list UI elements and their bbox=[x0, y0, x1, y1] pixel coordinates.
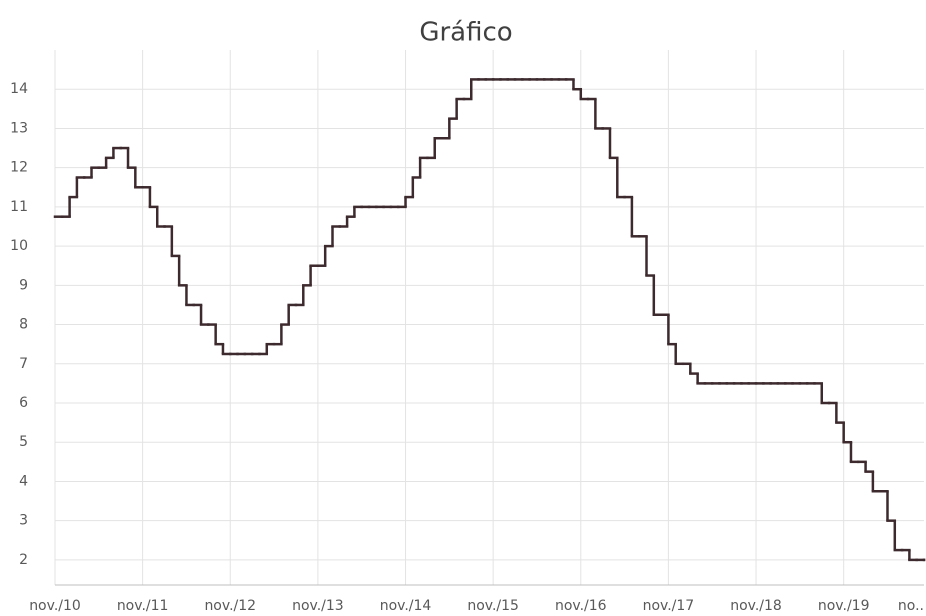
x-tick-label: nov./10 bbox=[29, 598, 81, 614]
x-tick-label: nov./17 bbox=[643, 598, 695, 614]
y-tick-label: 5 bbox=[19, 434, 28, 450]
x-tick-label: nov./14 bbox=[380, 598, 432, 614]
x-tick-label: no.. bbox=[898, 598, 924, 614]
chart-title: Gráfico bbox=[419, 18, 512, 48]
x-tick-label: nov./12 bbox=[204, 598, 256, 614]
y-tick-label: 7 bbox=[19, 356, 28, 372]
x-tick-label: nov./16 bbox=[555, 598, 607, 614]
y-tick-label: 3 bbox=[19, 513, 28, 529]
x-tick-label: nov./19 bbox=[818, 598, 870, 614]
x-tick-label: nov./11 bbox=[117, 598, 169, 614]
y-tick-label: 2 bbox=[19, 552, 28, 568]
y-tick-label: 4 bbox=[19, 473, 28, 489]
y-tick-label: 14 bbox=[10, 81, 28, 97]
y-tick-label: 11 bbox=[10, 199, 28, 215]
x-tick-label: nov./13 bbox=[292, 598, 344, 614]
y-tick-label: 13 bbox=[10, 120, 28, 136]
x-tick-label: nov./15 bbox=[467, 598, 519, 614]
y-tick-label: 12 bbox=[10, 160, 28, 176]
y-tick-label: 6 bbox=[19, 395, 28, 411]
y-tick-label: 8 bbox=[19, 317, 28, 333]
x-tick-label: nov./18 bbox=[730, 598, 782, 614]
y-tick-label: 10 bbox=[10, 238, 28, 254]
y-tick-label: 9 bbox=[19, 277, 28, 293]
